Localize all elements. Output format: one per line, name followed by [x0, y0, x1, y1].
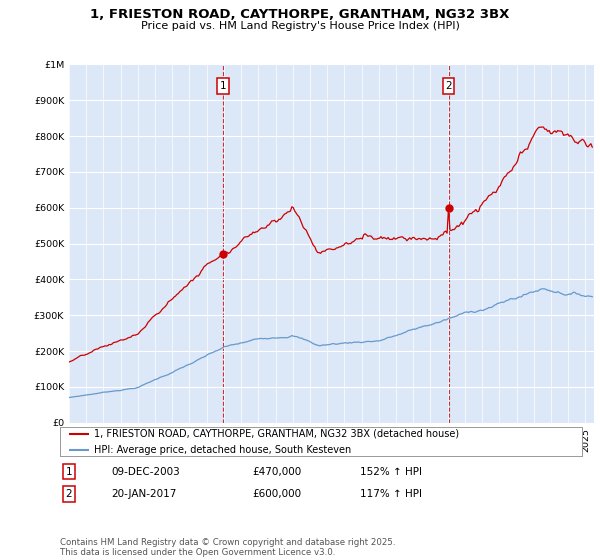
Text: HPI: Average price, detached house, South Kesteven: HPI: Average price, detached house, Sout… [94, 445, 351, 455]
Text: 20-JAN-2017: 20-JAN-2017 [111, 489, 176, 499]
Text: £470,000: £470,000 [252, 466, 301, 477]
Text: 2: 2 [445, 81, 452, 91]
Text: Price paid vs. HM Land Registry's House Price Index (HPI): Price paid vs. HM Land Registry's House … [140, 21, 460, 31]
Text: 09-DEC-2003: 09-DEC-2003 [111, 466, 180, 477]
Text: 1, FRIESTON ROAD, CAYTHORPE, GRANTHAM, NG32 3BX: 1, FRIESTON ROAD, CAYTHORPE, GRANTHAM, N… [91, 8, 509, 21]
Text: 1, FRIESTON ROAD, CAYTHORPE, GRANTHAM, NG32 3BX (detached house): 1, FRIESTON ROAD, CAYTHORPE, GRANTHAM, N… [94, 429, 459, 438]
Text: £600,000: £600,000 [252, 489, 301, 499]
Text: 1: 1 [65, 466, 73, 477]
Text: Contains HM Land Registry data © Crown copyright and database right 2025.
This d: Contains HM Land Registry data © Crown c… [60, 538, 395, 557]
Text: 152% ↑ HPI: 152% ↑ HPI [360, 466, 422, 477]
Text: 2: 2 [65, 489, 73, 499]
Text: 117% ↑ HPI: 117% ↑ HPI [360, 489, 422, 499]
Text: 1: 1 [220, 81, 226, 91]
